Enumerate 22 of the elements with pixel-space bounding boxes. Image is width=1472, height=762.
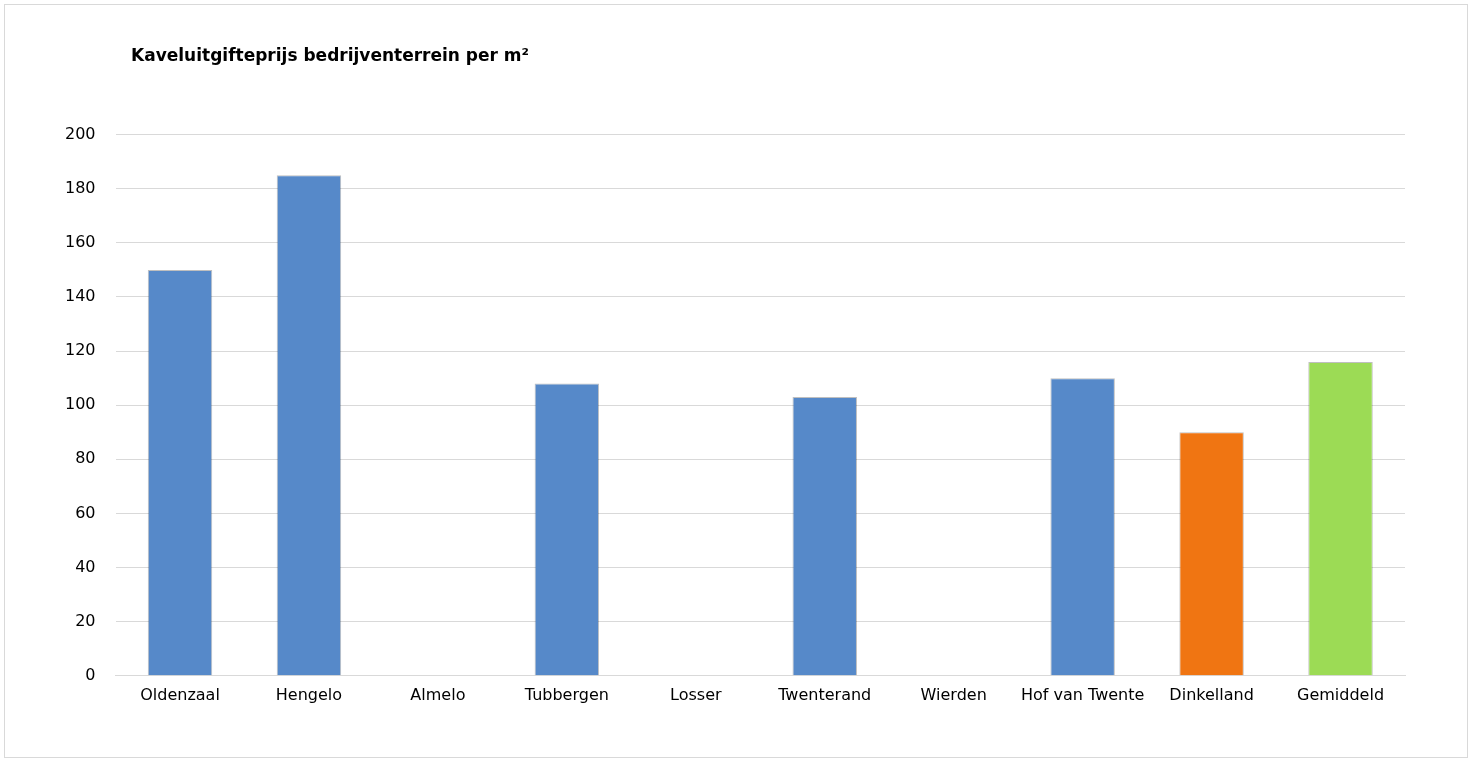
- y-tick-label: 100: [64, 394, 96, 414]
- y-tick-label: 120: [64, 340, 96, 360]
- x-tick-label: Oldenzaal: [140, 684, 220, 704]
- x-tick-label: Tubbergen: [523, 684, 609, 704]
- x-tick-label: Wierden: [920, 684, 987, 704]
- y-tick-label: 160: [64, 232, 96, 251]
- x-tick-label: Losser: [670, 684, 722, 704]
- x-tick-label: Twenterand: [777, 684, 872, 704]
- y-tick-label: 60: [75, 502, 96, 522]
- y-tick-label: 200: [64, 123, 96, 143]
- y-tick-label: 180: [64, 177, 96, 197]
- x-tick-label: Dinkelland: [1169, 684, 1254, 704]
- y-tick-label: 40: [75, 556, 96, 576]
- x-tick-label: Hengelo: [275, 684, 343, 704]
- y-tick-label: 140: [64, 286, 96, 306]
- x-tick-label: Hof van Twente: [1020, 684, 1145, 704]
- y-tick-label: 20: [75, 610, 96, 630]
- x-tick-label: Gemiddeld: [1297, 684, 1385, 704]
- x-tick-label: Almelo: [410, 684, 466, 704]
- chart-title: Kaveluitgifteprijs bedrijventerrein per m²: [131, 45, 530, 65]
- y-tick-label: 80: [75, 448, 96, 468]
- y-tick-label: 0: [85, 664, 96, 684]
